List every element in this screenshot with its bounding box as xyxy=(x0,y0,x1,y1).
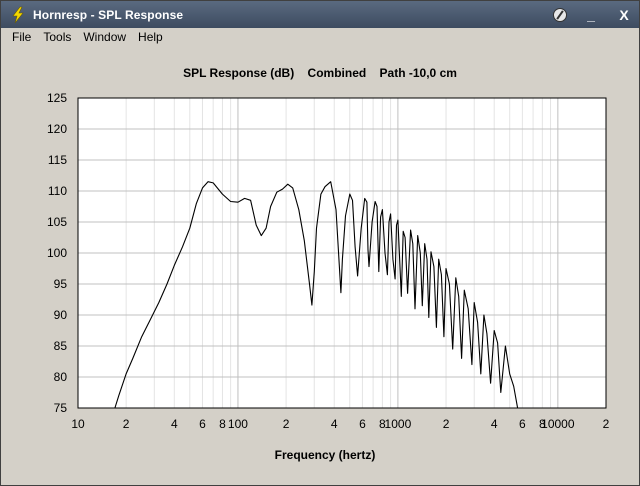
lightning-bolt-icon xyxy=(9,6,27,24)
menu-window[interactable]: Window xyxy=(83,30,127,44)
y-tick-label: 90 xyxy=(54,308,68,322)
help-button[interactable] xyxy=(547,4,573,26)
circle-slash-icon xyxy=(553,7,567,22)
title-bar[interactable]: Hornresp - SPL Response _ X xyxy=(1,1,639,28)
x-tick-label: 100 xyxy=(228,417,248,431)
y-tick-label: 120 xyxy=(47,122,67,136)
minimize-button[interactable]: _ xyxy=(587,6,595,23)
x-tick-label: 1000 xyxy=(385,417,412,431)
y-tick-label: 95 xyxy=(54,277,68,291)
x-tick-label: 2 xyxy=(603,417,610,431)
menu-file[interactable]: File xyxy=(12,30,32,44)
y-tick-label: 85 xyxy=(54,339,68,353)
x-tick-label: 6 xyxy=(199,417,206,431)
menu-help[interactable]: Help xyxy=(138,30,163,44)
window-title: Hornresp - SPL Response xyxy=(33,7,184,22)
y-tick-label: 105 xyxy=(47,215,67,229)
x-tick-label: 2 xyxy=(123,417,130,431)
x-axis-label: Frequency (hertz) xyxy=(274,448,376,462)
spl-curve xyxy=(114,181,519,409)
menu-tools[interactable]: Tools xyxy=(43,30,72,44)
x-tick-label: 8 xyxy=(539,417,546,431)
y-tick-label: 75 xyxy=(54,401,68,415)
y-tick-label: 110 xyxy=(48,184,67,198)
x-tick-label: 2 xyxy=(443,417,450,431)
x-tick-label: 4 xyxy=(491,417,498,431)
plot-border xyxy=(77,97,607,409)
x-tick-label: 8 xyxy=(219,417,226,431)
x-tick-label: 10000 xyxy=(541,417,575,431)
x-tick-label: 6 xyxy=(519,417,526,431)
x-tick-label: 4 xyxy=(171,417,178,431)
x-tick-label: 8 xyxy=(379,417,386,431)
x-tick-label: 2 xyxy=(283,417,290,431)
menu-bar: File Tools Window Help xyxy=(1,28,639,46)
x-tick-label: 4 xyxy=(331,417,338,431)
y-tick-label: 115 xyxy=(48,153,67,167)
y-tick-label: 100 xyxy=(47,246,67,260)
y-tick-label: 125 xyxy=(47,91,67,105)
close-button[interactable]: X xyxy=(619,6,629,23)
x-tick-label: 10 xyxy=(71,417,85,431)
x-tick-label: 6 xyxy=(359,417,366,431)
y-tick-label: 80 xyxy=(54,370,68,384)
chart-title: SPL Response (dB) Combined Path -10,0 cm xyxy=(183,66,457,80)
